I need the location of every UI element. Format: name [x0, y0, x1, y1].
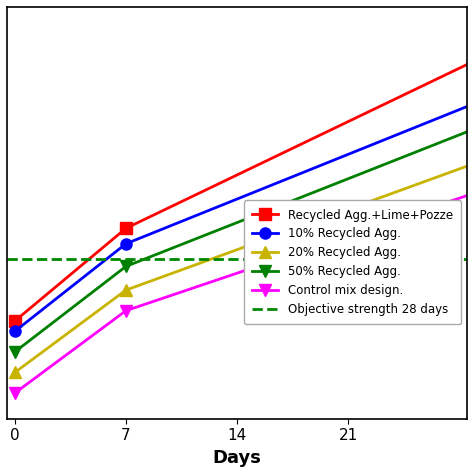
- Line: 10% Recycled Agg.: 10% Recycled Agg.: [9, 79, 474, 337]
- Legend: Recycled Agg.+Lime+Pozze, 10% Recycled Agg., 20% Recycled Agg., 50% Recycled Agg: Recycled Agg.+Lime+Pozze, 10% Recycled A…: [244, 200, 461, 324]
- 20% Recycled Agg.: [12, 370, 18, 375]
- Line: Recycled Agg.+Lime+Pozze: Recycled Agg.+Lime+Pozze: [9, 32, 474, 327]
- Objective strength 28 days: [12, 256, 18, 262]
- Objective strength 28 days: [28, 256, 34, 262]
- Line: 20% Recycled Agg.: 20% Recycled Agg.: [9, 140, 474, 378]
- 50% Recycled Agg.: [123, 264, 129, 269]
- Control mix design.: [12, 390, 18, 396]
- Control mix design.: [123, 308, 129, 313]
- 10% Recycled Agg.: [12, 328, 18, 334]
- 10% Recycled Agg.: [123, 241, 129, 246]
- 20% Recycled Agg.: [123, 287, 129, 293]
- Line: Control mix design.: Control mix design.: [9, 171, 474, 399]
- 50% Recycled Agg.: [12, 349, 18, 355]
- Recycled Agg.+Lime+Pozze: [123, 226, 129, 231]
- Recycled Agg.+Lime+Pozze: [12, 318, 18, 324]
- Line: 50% Recycled Agg.: 50% Recycled Agg.: [9, 104, 474, 357]
- X-axis label: Days: Days: [212, 449, 262, 467]
